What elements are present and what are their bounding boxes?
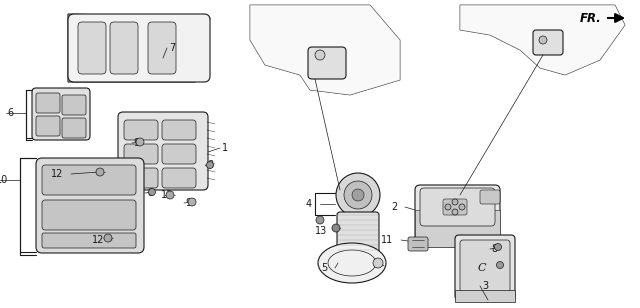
Circle shape: [136, 138, 144, 146]
Circle shape: [96, 168, 104, 176]
Polygon shape: [460, 5, 625, 75]
Text: 12: 12: [92, 235, 104, 245]
FancyBboxPatch shape: [124, 168, 158, 188]
FancyBboxPatch shape: [110, 22, 138, 74]
FancyBboxPatch shape: [420, 188, 495, 226]
FancyBboxPatch shape: [78, 22, 106, 74]
FancyBboxPatch shape: [148, 22, 176, 74]
Circle shape: [445, 204, 451, 210]
Circle shape: [495, 244, 502, 250]
Circle shape: [148, 188, 156, 196]
FancyBboxPatch shape: [443, 199, 467, 215]
Text: C: C: [477, 263, 486, 273]
Circle shape: [497, 261, 504, 269]
Bar: [415, 210, 500, 247]
Text: 3: 3: [482, 281, 488, 291]
Text: 11: 11: [381, 235, 393, 245]
FancyBboxPatch shape: [36, 158, 144, 253]
FancyBboxPatch shape: [42, 165, 136, 195]
FancyBboxPatch shape: [124, 120, 158, 140]
FancyBboxPatch shape: [162, 144, 196, 164]
Circle shape: [452, 209, 458, 215]
Circle shape: [373, 258, 383, 268]
Text: 10: 10: [0, 175, 8, 185]
FancyBboxPatch shape: [337, 212, 379, 257]
FancyBboxPatch shape: [455, 235, 515, 300]
FancyBboxPatch shape: [308, 47, 346, 79]
Text: 2: 2: [391, 202, 397, 212]
FancyBboxPatch shape: [533, 30, 563, 55]
FancyBboxPatch shape: [118, 112, 208, 190]
Circle shape: [352, 189, 364, 201]
Text: 5: 5: [321, 263, 327, 273]
Circle shape: [316, 216, 324, 224]
Ellipse shape: [318, 243, 386, 283]
Text: FR.: FR.: [580, 11, 602, 25]
Text: 4: 4: [306, 199, 312, 209]
FancyBboxPatch shape: [162, 168, 196, 188]
Circle shape: [207, 161, 214, 168]
FancyBboxPatch shape: [32, 88, 90, 140]
Circle shape: [344, 181, 372, 209]
Text: 6: 6: [8, 108, 14, 118]
Text: 8: 8: [147, 188, 153, 198]
Circle shape: [166, 191, 174, 199]
Text: 7: 7: [169, 43, 175, 53]
FancyBboxPatch shape: [42, 233, 136, 248]
FancyBboxPatch shape: [124, 144, 158, 164]
Text: 8: 8: [492, 244, 498, 254]
FancyBboxPatch shape: [415, 185, 500, 247]
FancyBboxPatch shape: [68, 14, 210, 82]
FancyBboxPatch shape: [36, 93, 60, 113]
FancyBboxPatch shape: [36, 116, 60, 136]
FancyBboxPatch shape: [460, 240, 510, 292]
Circle shape: [332, 224, 340, 232]
FancyBboxPatch shape: [62, 118, 86, 138]
Circle shape: [188, 198, 196, 206]
Circle shape: [452, 199, 458, 205]
Text: 9: 9: [134, 138, 140, 148]
Circle shape: [459, 204, 465, 210]
Circle shape: [539, 36, 547, 44]
FancyBboxPatch shape: [162, 120, 196, 140]
FancyBboxPatch shape: [62, 95, 86, 115]
Text: 9: 9: [186, 198, 192, 208]
Bar: [455, 290, 515, 302]
Text: 12: 12: [51, 169, 63, 179]
Text: 12: 12: [161, 190, 173, 200]
Text: 8: 8: [207, 160, 213, 170]
Text: 1: 1: [222, 143, 228, 153]
Circle shape: [104, 234, 112, 242]
Polygon shape: [250, 5, 400, 95]
FancyBboxPatch shape: [42, 200, 136, 230]
Circle shape: [336, 173, 380, 217]
FancyBboxPatch shape: [480, 190, 500, 204]
FancyBboxPatch shape: [408, 237, 428, 251]
Text: 13: 13: [315, 226, 327, 236]
Circle shape: [315, 50, 325, 60]
